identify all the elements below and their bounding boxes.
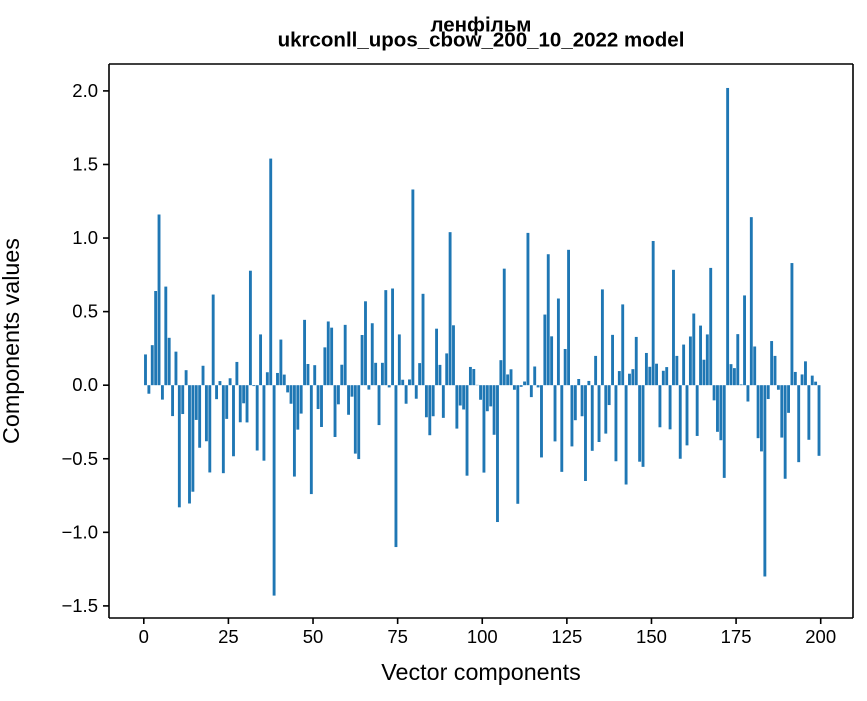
svg-text:1.0: 1.0 <box>72 227 98 248</box>
svg-text:125: 125 <box>551 626 582 647</box>
svg-text:Vector components: Vector components <box>381 659 580 685</box>
svg-text:75: 75 <box>387 626 408 647</box>
svg-text:0: 0 <box>139 626 149 647</box>
svg-text:2.0: 2.0 <box>72 80 98 101</box>
svg-text:Components values: Components values <box>0 238 24 444</box>
svg-text:100: 100 <box>467 626 498 647</box>
svg-text:175: 175 <box>721 626 752 647</box>
svg-text:−1.5: −1.5 <box>61 595 98 616</box>
svg-text:200: 200 <box>805 626 836 647</box>
svg-text:25: 25 <box>218 626 239 647</box>
svg-text:1.5: 1.5 <box>72 153 98 174</box>
svg-text:ukrconll_upos_cbow_200_10_2022: ukrconll_upos_cbow_200_10_2022 model <box>278 29 685 52</box>
svg-text:−1.0: −1.0 <box>61 521 98 542</box>
svg-text:0.5: 0.5 <box>72 301 98 322</box>
svg-text:150: 150 <box>636 626 667 647</box>
svg-text:−0.5: −0.5 <box>61 448 98 469</box>
svg-text:0.0: 0.0 <box>72 374 98 395</box>
svg-text:50: 50 <box>303 626 324 647</box>
